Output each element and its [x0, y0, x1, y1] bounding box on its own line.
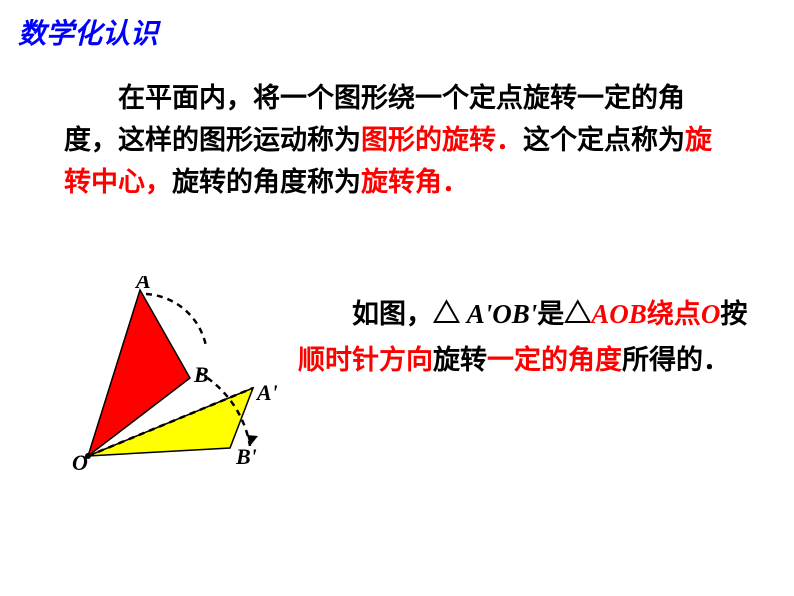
text-segment: △	[564, 299, 591, 329]
text-segment: 这个定点称为	[523, 125, 685, 155]
text-segment: 顺时针方向	[298, 345, 433, 375]
text-segment: 按	[720, 299, 747, 329]
paragraph-example: 如图，△ A'OB'是△AOB绕点O按顺时针方向旋转一定的角度所得的．	[298, 292, 758, 384]
text-segment: 所得的．	[622, 345, 730, 375]
svg-text:O: O	[72, 450, 88, 475]
text-segment: 如图，	[352, 299, 433, 329]
text-segment: 旋转角．	[361, 167, 469, 197]
svg-text:A': A'	[255, 380, 278, 405]
paragraph-definition: 在平面内，将一个图形绕一个定点旋转一定的角度，这样的图形运动称为图形的旋转．这个…	[64, 78, 724, 204]
text-segment: 一定的角度	[487, 345, 622, 375]
svg-text:B': B'	[235, 444, 257, 469]
text-segment: △	[433, 299, 467, 329]
text-segment: O	[701, 299, 721, 329]
figure-svg: A B A' B' O	[68, 276, 288, 476]
text-segment: 旋转的角度称为	[172, 167, 361, 197]
section-title: 数学化认识	[18, 12, 158, 52]
svg-text:B: B	[193, 362, 209, 387]
text-segment: 图形的旋转．	[361, 125, 523, 155]
text-segment: 是	[537, 299, 564, 329]
text-segment: 旋转	[433, 345, 487, 375]
svg-text:A: A	[134, 276, 151, 293]
text-segment: AOB	[591, 299, 647, 329]
title-text: 数学化认识	[18, 19, 158, 50]
rotation-figure: A B A' B' O	[68, 276, 288, 476]
text-segment: A'OB'	[467, 299, 538, 329]
text-segment: 绕点	[647, 299, 701, 329]
